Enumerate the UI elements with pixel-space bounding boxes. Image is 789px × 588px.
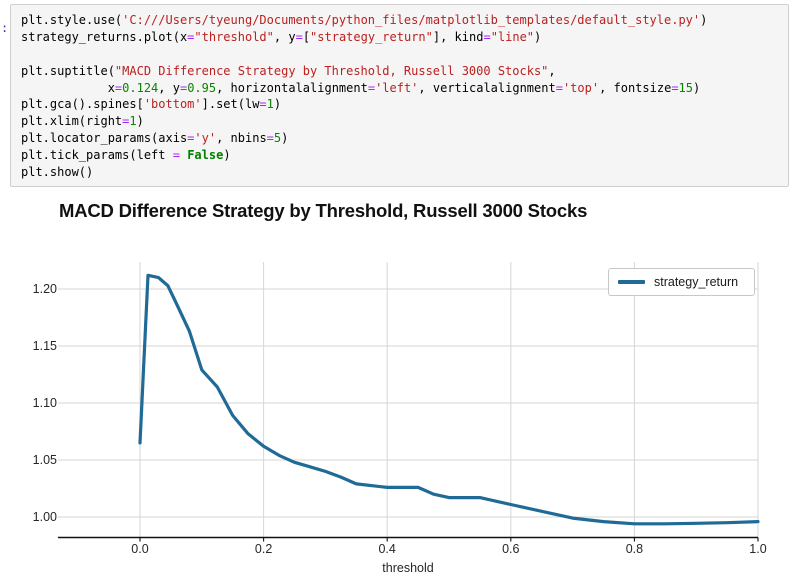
x-tick-label: 0.4 [378, 542, 396, 556]
notebook-cell: : plt.style.use('C:///Users/tyeung/Docum… [0, 0, 789, 190]
code-line: plt.locator_params(axis='y', nbins=5) [21, 131, 289, 146]
y-tick-label: 1.00 [32, 509, 57, 524]
code-line: plt.style.use('C:///Users/tyeung/Documen… [21, 13, 708, 27]
code-line: plt.gca().spines['bottom'].set(lw=1) [21, 97, 282, 112]
gridlines [58, 262, 759, 537]
x-axis-spine [58, 536, 759, 542]
code-line: plt.suptitle("MACD Difference Strategy b… [21, 63, 556, 78]
x-axis-label: threshold [382, 561, 434, 575]
x-tick-label: 0.6 [502, 542, 520, 556]
y-tick-label: 1.20 [32, 281, 57, 296]
x-tick-label: 0.8 [625, 542, 644, 556]
y-tick-label: 1.05 [32, 452, 57, 467]
figure-output: MACD Difference Strategy by Threshold, R… [0, 190, 789, 588]
x-tick-label: 0.0 [131, 542, 149, 556]
code-editor[interactable]: plt.style.use('C:///Users/tyeung/Documen… [10, 4, 789, 187]
y-tick-label: 1.15 [32, 338, 57, 353]
code-line: plt.show() [21, 165, 94, 180]
x-tick-label: 0.2 [254, 542, 273, 556]
code-line: x=0.124, y=0.95, horizontalalignment='le… [21, 80, 701, 95]
chart-title: MACD Difference Strategy by Threshold, R… [59, 200, 588, 221]
line-chart [58, 262, 760, 542]
code-line: strategy_returns.plot(x="threshold", y=[… [21, 29, 542, 44]
x-tick-label: 1.0 [749, 542, 767, 556]
cell-prompt: : [1, 21, 9, 35]
strategy-return-line [138, 273, 760, 526]
code-line: plt.tick_params(left = False) [21, 148, 231, 163]
legend-label: strategy_return [654, 275, 739, 289]
legend-line-swatch [618, 280, 645, 284]
y-tick-label: 1.10 [32, 395, 57, 410]
chart-legend: strategy_return [608, 268, 755, 296]
code-line [21, 46, 778, 63]
code-line: plt.xlim(right=1) [21, 114, 144, 129]
